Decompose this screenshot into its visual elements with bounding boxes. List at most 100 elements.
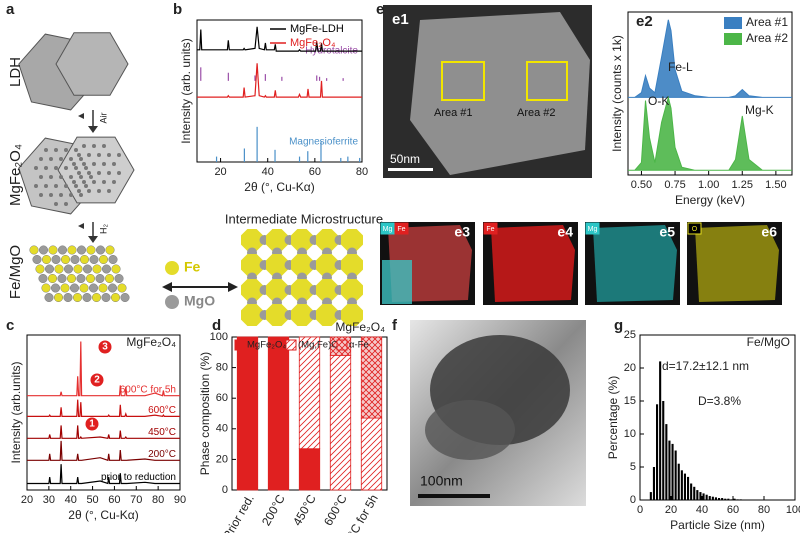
fe-ball bbox=[105, 245, 115, 255]
pore bbox=[102, 162, 106, 166]
panel-label: b bbox=[173, 1, 182, 18]
x-axis-label: Particle Size (nm) bbox=[670, 518, 765, 532]
series-line bbox=[197, 26, 362, 52]
annotation: D=3.8% bbox=[698, 394, 741, 408]
fe-octagon bbox=[341, 304, 363, 326]
mgo-ball bbox=[57, 274, 67, 284]
fe-ball bbox=[111, 264, 121, 274]
pore bbox=[74, 166, 78, 170]
x-tick-label: 80 bbox=[152, 494, 164, 506]
fe-ball bbox=[110, 293, 120, 303]
panel-label: d bbox=[212, 317, 221, 334]
histogram-bar bbox=[705, 494, 708, 500]
fe-ball bbox=[67, 245, 77, 255]
annotation-badge bbox=[85, 417, 99, 431]
crystal bbox=[410, 12, 590, 175]
arrowhead bbox=[228, 282, 238, 292]
pore bbox=[77, 153, 81, 157]
y-tick-label: 0 bbox=[630, 494, 636, 506]
annotation: 2 bbox=[94, 375, 100, 386]
legend-swatch bbox=[165, 295, 179, 309]
area-label: Area #2 bbox=[517, 107, 556, 119]
x-tick-label: 1.25 bbox=[732, 179, 753, 191]
legend-label: α-Fe bbox=[349, 340, 369, 351]
histogram-bar bbox=[677, 463, 680, 500]
y-tick-label: 100 bbox=[210, 331, 228, 343]
fe-ball bbox=[117, 283, 127, 293]
mgo-ball bbox=[95, 245, 105, 255]
panel-label: g bbox=[614, 317, 623, 334]
fe-ball bbox=[79, 283, 89, 293]
x-tick-label: 80 bbox=[356, 166, 368, 178]
element-key bbox=[483, 222, 498, 235]
bar-segment bbox=[360, 417, 383, 491]
x-tick-label: 40 bbox=[696, 504, 708, 516]
pore bbox=[97, 189, 101, 193]
mgo-ball bbox=[101, 293, 111, 303]
pore bbox=[54, 202, 58, 206]
series-area bbox=[628, 19, 792, 98]
histogram-bar bbox=[714, 497, 717, 500]
histogram-bar bbox=[702, 493, 705, 500]
map-signal bbox=[593, 225, 677, 302]
histogram-bar bbox=[687, 476, 690, 500]
legend-label: MgFe₂O₄ bbox=[247, 340, 286, 351]
element-key-label: O bbox=[692, 226, 698, 233]
mgo-ball bbox=[82, 293, 92, 303]
histogram-bar bbox=[711, 496, 714, 500]
annotation: Mg-K bbox=[745, 103, 774, 117]
fe-ball bbox=[72, 293, 82, 303]
fe-octagon bbox=[291, 279, 313, 301]
pore bbox=[112, 180, 116, 184]
fe-octagon bbox=[291, 254, 313, 276]
pore bbox=[54, 184, 58, 188]
pore bbox=[74, 184, 78, 188]
pore bbox=[44, 148, 48, 152]
histogram-bar bbox=[718, 498, 721, 500]
fe-octagon bbox=[241, 229, 263, 251]
fe-ball bbox=[48, 245, 58, 255]
x-tick-label: 60 bbox=[108, 494, 120, 506]
element-key-label: Fe bbox=[486, 226, 494, 233]
plot-frame bbox=[627, 11, 793, 176]
pore bbox=[69, 193, 73, 197]
pore bbox=[87, 153, 91, 157]
fe-ball bbox=[42, 254, 52, 264]
pore bbox=[77, 171, 81, 175]
mgo-ball bbox=[88, 283, 98, 293]
pore bbox=[59, 157, 63, 161]
pore bbox=[39, 193, 43, 197]
histogram-bar bbox=[730, 499, 733, 500]
fe-ball bbox=[92, 264, 102, 274]
particle-cluster bbox=[425, 400, 515, 460]
fe-octagon bbox=[241, 279, 263, 301]
mgo-ball bbox=[38, 274, 48, 284]
legend-label: MgFe₂O₄ bbox=[290, 37, 336, 49]
pore bbox=[102, 180, 106, 184]
y-tick-label: 25 bbox=[624, 329, 636, 341]
series-label: 450°C bbox=[148, 427, 176, 438]
scale-bar bbox=[418, 494, 490, 498]
area-label: Area #1 bbox=[434, 107, 473, 119]
fe-ball bbox=[41, 283, 51, 293]
annotation: 1 bbox=[89, 419, 95, 430]
pore bbox=[64, 166, 68, 170]
x-tick-label: 20 bbox=[665, 504, 677, 516]
scale-label: 100nm bbox=[420, 473, 463, 489]
mgo-ball bbox=[63, 293, 73, 303]
x-tick-label: 40 bbox=[65, 494, 77, 506]
histogram-bar bbox=[696, 490, 699, 500]
panel-label: c bbox=[6, 317, 14, 334]
x-tick-label: 600°C bbox=[321, 492, 350, 528]
annotation-badge bbox=[90, 373, 104, 387]
histogram-bar bbox=[668, 440, 671, 500]
mgo-ball bbox=[76, 274, 86, 284]
fe-octagon bbox=[316, 279, 338, 301]
image-label: e5 bbox=[659, 224, 675, 240]
legend-label: Fe bbox=[184, 259, 201, 275]
pore bbox=[64, 148, 68, 152]
legend-swatch bbox=[234, 339, 246, 351]
image-label: e3 bbox=[454, 224, 470, 240]
series-label: 200°C bbox=[148, 449, 176, 460]
y-tick-label: 40 bbox=[216, 423, 228, 435]
